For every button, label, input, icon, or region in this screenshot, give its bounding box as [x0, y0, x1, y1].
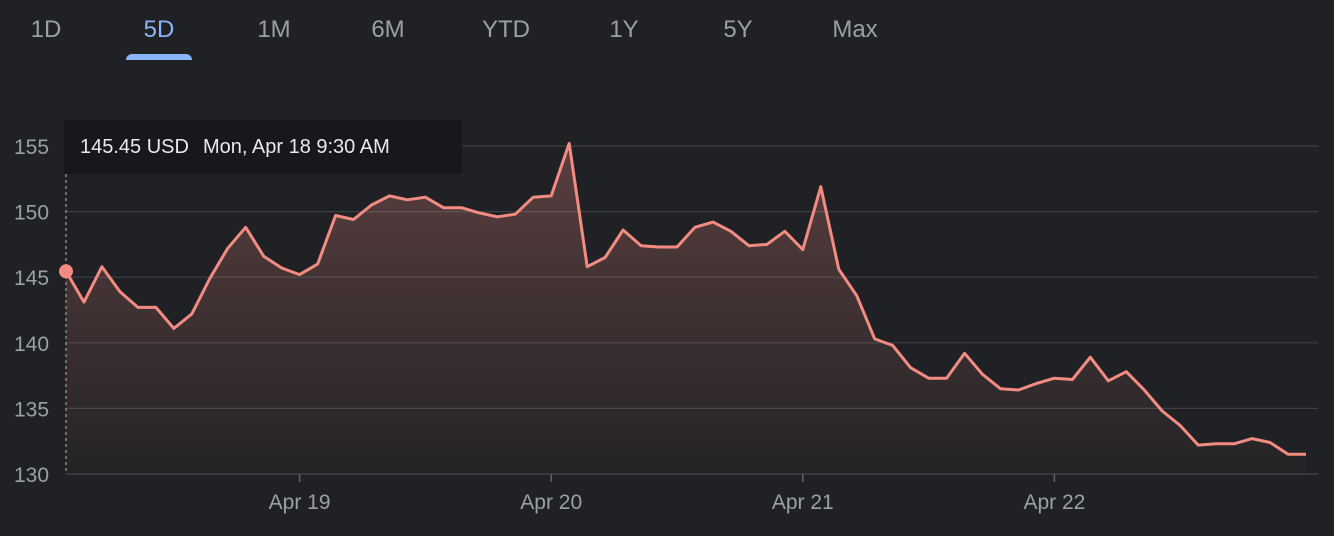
range-tabs: 1D 5D 1M 6M YTD 1Y 5Y Max: [0, 0, 1334, 66]
price-area: [66, 143, 1306, 474]
x-axis-labels: Apr 19 Apr 20 Apr 21 Apr 22: [269, 474, 1085, 514]
tab-1d[interactable]: 1D: [30, 16, 62, 43]
x-tick-label: Apr 20: [520, 491, 582, 514]
hover-point: [59, 264, 73, 279]
tab-6m[interactable]: 6M: [371, 16, 405, 43]
tab-ytd[interactable]: YTD: [482, 16, 530, 43]
y-axis-labels: 155 150 145 140 135 130: [14, 136, 49, 487]
price-tooltip: 145.45 USD Mon, Apr 18 9:30 AM: [64, 120, 462, 174]
tooltip-price: 145.45 USD: [80, 135, 189, 158]
tab-1m[interactable]: 1M: [257, 16, 291, 43]
tab-max[interactable]: Max: [832, 16, 878, 43]
y-tick-label: 130: [14, 464, 49, 487]
price-line: [64, 141, 1306, 456]
y-tick-label: 135: [14, 398, 49, 421]
tab-1y[interactable]: 1Y: [609, 16, 639, 43]
tab-5y[interactable]: 5Y: [723, 16, 753, 43]
y-tick-label: 155: [14, 136, 49, 159]
y-tick-label: 145: [14, 267, 49, 290]
y-tick-label: 150: [14, 202, 49, 225]
y-tick-label: 140: [14, 333, 49, 356]
x-tick-label: Apr 19: [269, 491, 331, 514]
tab-5d[interactable]: 5D: [126, 16, 192, 60]
tooltip-datetime: Mon, Apr 18 9:30 AM: [202, 135, 390, 158]
x-tick-label: Apr 22: [1023, 491, 1085, 514]
x-tick-label: Apr 21: [772, 491, 834, 514]
active-tab-indicator: [126, 54, 192, 60]
